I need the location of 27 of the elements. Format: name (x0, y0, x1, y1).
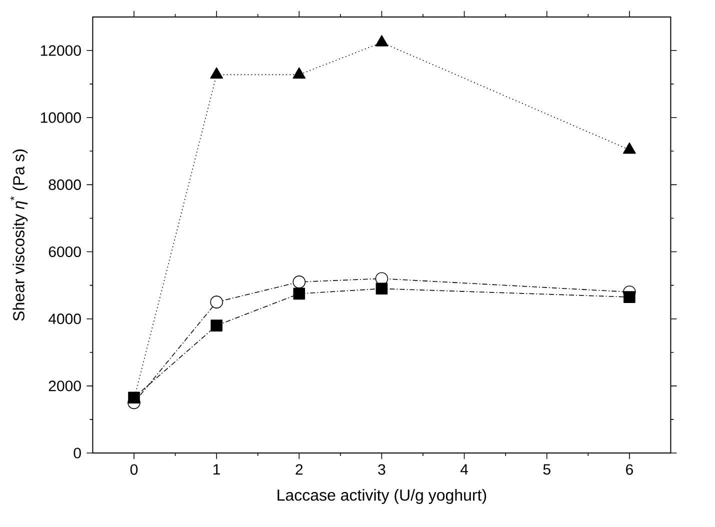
y-axis-title: Shear viscosity η$^{*}$ (Pa s) (10, 150, 28, 321)
point (292, 67, 306, 79)
y-tick-label: 10000 (40, 112, 81, 123)
y-tick-label: 4000 (48, 314, 81, 324)
x-tick-label: 2 (296, 464, 303, 475)
point (624, 291, 636, 303)
y-tick-label: 2000 (48, 380, 81, 392)
y-tick-label: 8000 (48, 179, 81, 190)
point (210, 320, 222, 332)
point (292, 276, 306, 288)
point (293, 288, 306, 300)
x-tick-label: 5 (543, 464, 550, 475)
point (375, 35, 388, 46)
x-tick-label: 6 (626, 464, 633, 475)
point (210, 296, 223, 308)
y-tick-label: 6000 (48, 246, 81, 258)
x-tick-label: 4 (460, 464, 468, 475)
y-tick-label: 0 (74, 448, 81, 458)
y-tick-label: 12000 (40, 45, 81, 56)
point (375, 272, 388, 285)
point (622, 142, 636, 154)
x-tick-label: 0 (130, 464, 138, 475)
x-tick-label: 1 (214, 464, 220, 475)
x-tick-label: 3 (378, 464, 386, 475)
point (376, 282, 388, 295)
x-axis-title: Laccase activity (U/g yoghurt) (278, 489, 486, 504)
point (210, 67, 224, 79)
